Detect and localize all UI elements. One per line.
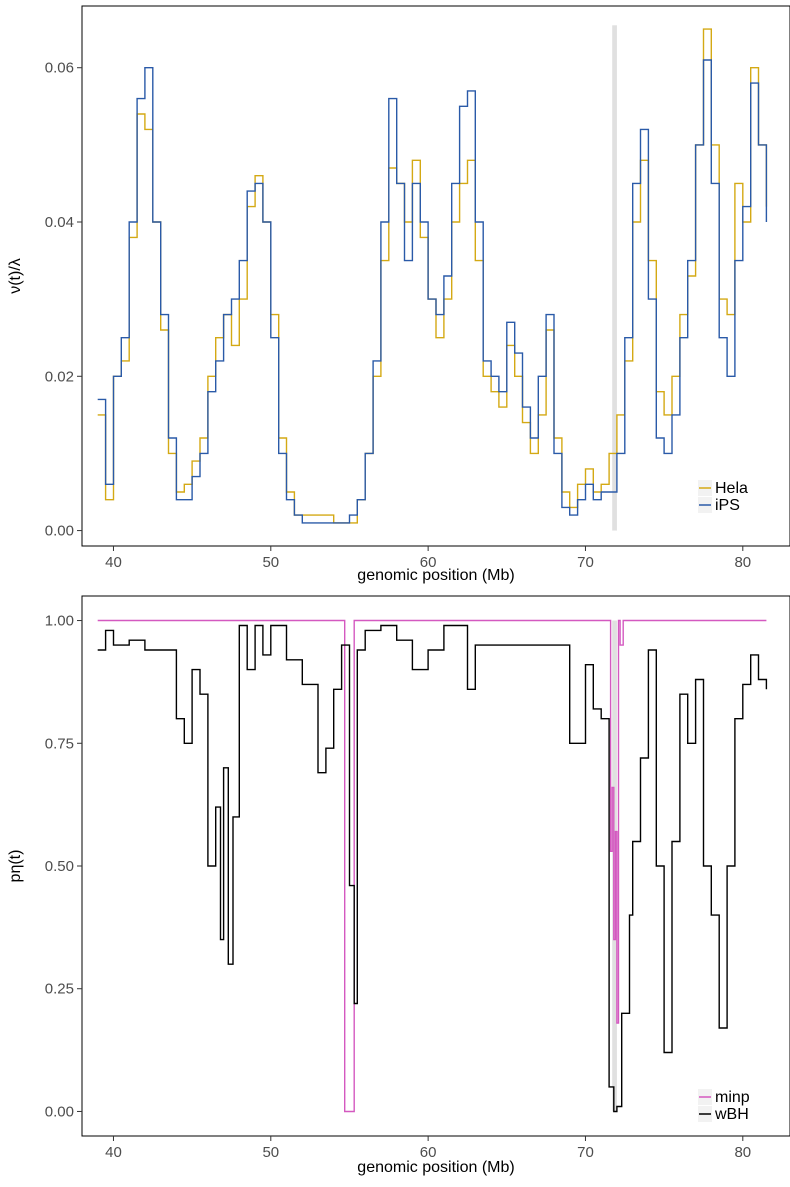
series-line-minp [97,619,767,1113]
plot-border [81,5,790,547]
x-tick-label: 80 [734,1144,751,1161]
x-axis-label: genomic position (Mb) [357,567,514,584]
legend-label: Hela [715,480,748,497]
y-tick-label: 1.00 [45,613,74,630]
y-tick-label: 0.00 [45,523,74,540]
x-tick-label: 60 [420,554,437,571]
y-tick-label: 0.02 [45,368,74,385]
x-tick-label: 50 [262,554,279,571]
y-axis-label: pη(t) [7,850,24,883]
x-tick-label: 40 [105,554,122,571]
highlight-band [612,620,617,1112]
x-axis-label: genomic position (Mb) [357,1159,514,1176]
y-tick-label: 0.25 [45,981,74,998]
y-tick-label: 0.75 [45,735,74,752]
x-tick-label: 70 [577,554,594,571]
series-line-hela [97,28,768,524]
y-tick-label: 0.04 [45,214,74,231]
x-tick-label: 80 [734,554,751,571]
x-tick-label: 60 [420,1144,437,1161]
legend-label: iPS [715,497,740,514]
series-line-ips [97,59,768,524]
y-tick-label: 0.50 [45,858,74,875]
y-axis-label: ν(t)/λ [7,258,24,294]
highlight-band [612,25,617,531]
legend-label: minp [715,1089,750,1106]
legend-label: wBH [714,1106,749,1123]
x-tick-label: 50 [262,1144,279,1161]
series-line-wbh [97,624,768,1113]
x-tick-label: 70 [577,1144,594,1161]
chart-panel-2: 40 50 60 70 80 0.00 0.25 0.50 0.75 1.00 genomic po… [7,595,790,1176]
plot-border [81,595,790,1137]
x-tick-label: 40 [105,1144,122,1161]
y-tick-label: 0.06 [45,60,74,77]
chart-panel-1: 40 50 60 70 80 0.00 0.02 0.04 0.06 genomic positi… [7,5,790,584]
y-tick-label: 0.00 [45,1103,74,1120]
